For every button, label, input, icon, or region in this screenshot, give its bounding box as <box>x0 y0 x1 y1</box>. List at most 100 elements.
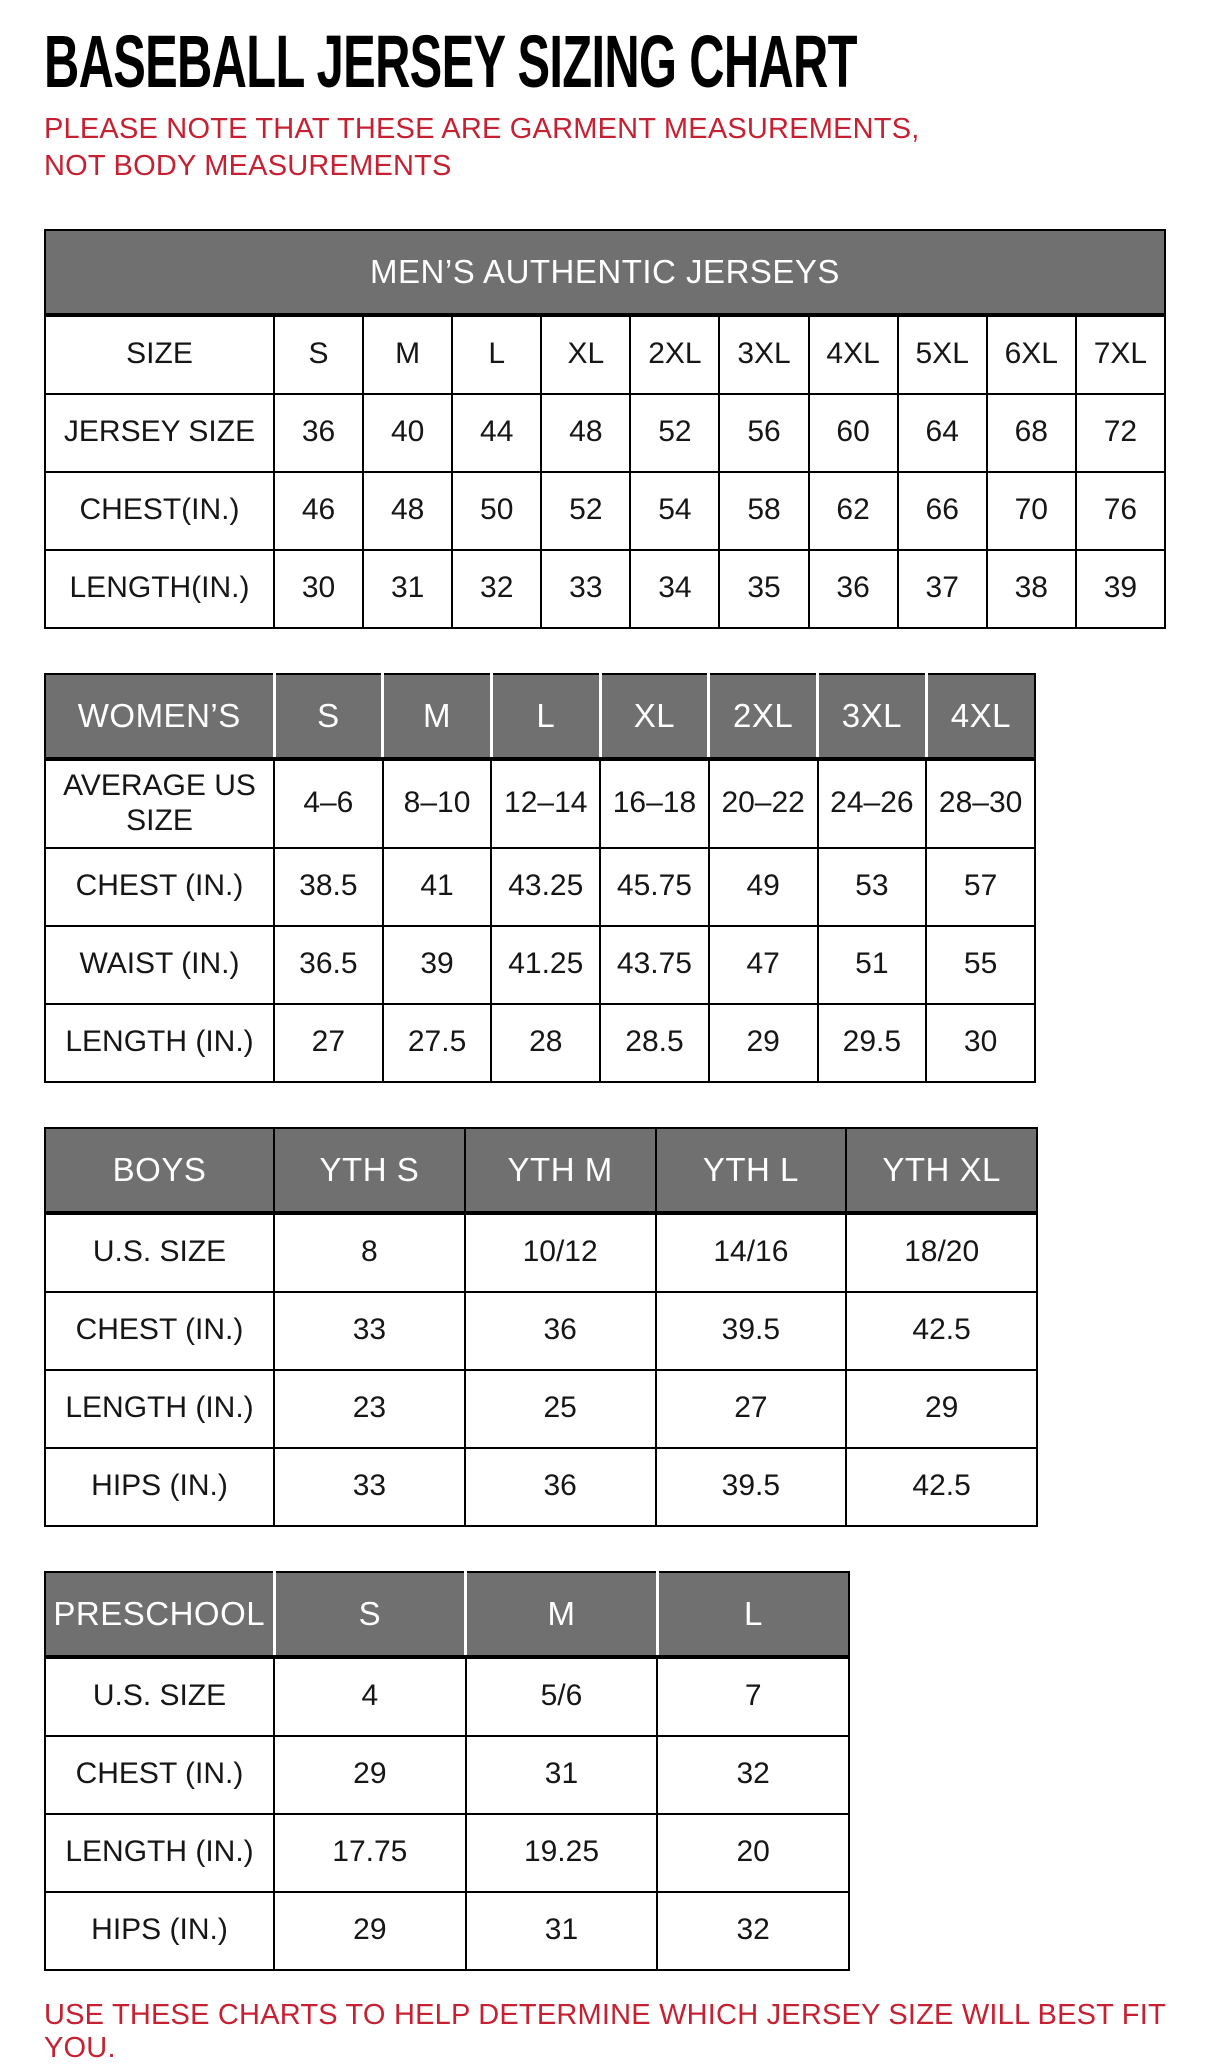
mens-cell: 62 <box>807 470 899 551</box>
preschool-cell: 5/6 <box>464 1655 659 1737</box>
boys-header-size: YTH M <box>463 1127 656 1215</box>
boys-table-row: HIPS (IN.) 33 36 39.5 42.5 <box>44 1446 1038 1527</box>
mens-table-row: JERSEY SIZE 36 40 44 48 52 56 60 64 68 72 <box>44 392 1167 473</box>
preschool-table-row: HIPS (IN.) 29 31 32 <box>44 1890 850 1971</box>
womens-header-size: S <box>272 673 383 761</box>
womens-cell: 53 <box>816 846 928 927</box>
mens-cell: 36 <box>807 548 899 629</box>
boys-table-row: CHEST (IN.) 33 36 39.5 42.5 <box>44 1290 1038 1371</box>
preschool-cell: 31 <box>464 1890 659 1971</box>
womens-size-table: WOMEN’S S M L XL 2XL 3XL 4XL AVERAGE US SIZE 4–6 8… <box>44 672 1036 1083</box>
womens-cell: 4–6 <box>273 757 384 849</box>
womens-cell: 47 <box>707 924 819 1005</box>
mens-cell: 58 <box>718 470 810 551</box>
boys-cell: 42.5 <box>845 1446 1038 1527</box>
mens-cell: M <box>362 313 454 395</box>
mens-cell: 4XL <box>807 313 899 395</box>
mens-cell: 66 <box>896 470 988 551</box>
mens-size-table: MEN’S AUTHENTIC JERSEYS SIZE S M L XL 2XL 3XL 4X… <box>44 228 1167 629</box>
preschool-cell: 32 <box>656 1890 850 1971</box>
boys-cell: 33 <box>273 1446 466 1527</box>
womens-header-size: 4XL <box>924 673 1035 761</box>
preschool-cell: 20 <box>656 1812 850 1893</box>
mens-row-label: LENGTH(IN.) <box>44 548 275 629</box>
preschool-cell: 32 <box>656 1734 850 1815</box>
mens-cell: 64 <box>896 392 988 473</box>
mens-table-row: LENGTH(IN.) 30 31 32 33 34 35 36 37 38 39 <box>44 548 1167 629</box>
womens-cell: 39 <box>381 924 493 1005</box>
womens-cell: 12–14 <box>490 757 602 849</box>
mens-cell: 34 <box>629 548 721 629</box>
womens-cell: 51 <box>816 924 928 1005</box>
mens-header-row: MEN’S AUTHENTIC JERSEYS <box>45 229 1165 317</box>
preschool-cell: 31 <box>464 1734 659 1815</box>
footer-note: USE THESE CHARTS TO HELP DETERMINE WHICH… <box>44 1998 1166 2064</box>
mens-cell: 5XL <box>896 313 988 395</box>
womens-cell: 43.75 <box>599 924 710 1005</box>
boys-row-label: HIPS (IN.) <box>44 1446 275 1527</box>
boys-cell: 23 <box>273 1368 466 1449</box>
womens-cell: 49 <box>707 846 819 927</box>
boys-header-label: BOYS <box>45 1127 274 1215</box>
womens-cell: 43.25 <box>490 846 602 927</box>
boys-cell: 10/12 <box>463 1211 657 1293</box>
womens-row-label: AVERAGE US SIZE <box>44 757 275 849</box>
mens-cell: 33 <box>540 548 632 629</box>
mens-cell: 2XL <box>629 313 721 395</box>
boys-size-table: BOYS YTH S YTH M YTH L YTH XL U.S. SIZE 8 10/12… <box>44 1126 1038 1527</box>
mens-cell: XL <box>540 313 632 395</box>
womens-cell: 28.5 <box>599 1002 710 1083</box>
preschool-size-table: PRESCHOOL S M L U.S. SIZE 4 5/6 7 CHEST (IN.) 29 3… <box>44 1570 850 1971</box>
womens-header-size: M <box>381 673 492 761</box>
womens-header-size: 2XL <box>707 673 818 761</box>
boys-cell: 39.5 <box>654 1446 848 1527</box>
mens-cell: 38 <box>985 548 1077 629</box>
womens-table-row: LENGTH (IN.) 27 27.5 28 28.5 29 29.5 30 <box>44 1002 1036 1083</box>
mens-row-label: SIZE <box>44 313 275 395</box>
mens-cell: 52 <box>629 392 721 473</box>
preschool-cell: 4 <box>273 1655 467 1737</box>
preschool-header-row: PRESCHOOL S M L <box>45 1571 849 1659</box>
womens-row-label: CHEST (IN.) <box>44 846 275 927</box>
womens-table-row: AVERAGE US SIZE 4–6 8–10 12–14 16–18 20–22 24–… <box>44 757 1036 849</box>
mens-cell: 32 <box>451 548 543 629</box>
mens-row-label: CHEST(IN.) <box>44 470 275 551</box>
womens-cell: 16–18 <box>599 757 710 849</box>
womens-row-label: LENGTH (IN.) <box>44 1002 275 1083</box>
womens-table-row: CHEST (IN.) 38.5 41 43.25 45.75 49 53 57 <box>44 846 1036 927</box>
mens-cell: 31 <box>362 548 454 629</box>
boys-cell: 42.5 <box>845 1290 1038 1371</box>
mens-cell: L <box>451 313 543 395</box>
page-title-text: BASEBALL JERSEY SIZING CHART <box>44 20 857 103</box>
mens-cell: 35 <box>718 548 810 629</box>
preschool-header-size: L <box>655 1571 849 1659</box>
preschool-cell: 19.25 <box>464 1812 659 1893</box>
womens-cell: 41.25 <box>490 924 602 1005</box>
boys-header-row: BOYS YTH S YTH M YTH L YTH XL <box>45 1127 1037 1215</box>
mens-cell: 52 <box>540 470 632 551</box>
boys-cell: 33 <box>273 1290 466 1371</box>
mens-cell: 48 <box>540 392 632 473</box>
mens-cell: 56 <box>718 392 810 473</box>
mens-cell: 54 <box>629 470 721 551</box>
womens-cell: 20–22 <box>707 757 819 849</box>
womens-table-row: WAIST (IN.) 36.5 39 41.25 43.75 47 51 55 <box>44 924 1036 1005</box>
size-tables: MEN’S AUTHENTIC JERSEYS SIZE S M L XL 2XL 3XL 4X… <box>44 228 1220 1971</box>
preschool-cell: 7 <box>656 1655 850 1737</box>
mens-row-label: JERSEY SIZE <box>44 392 275 473</box>
womens-row-label: WAIST (IN.) <box>44 924 275 1005</box>
womens-cell: 28 <box>490 1002 602 1083</box>
boys-cell: 36 <box>463 1446 657 1527</box>
preschool-cell: 17.75 <box>273 1812 467 1893</box>
preschool-header-size: M <box>464 1571 658 1659</box>
mens-cell: 50 <box>451 470 543 551</box>
womens-header-size: L <box>489 673 601 761</box>
womens-cell: 55 <box>925 924 1036 1005</box>
boys-header-size: YTH XL <box>845 1127 1037 1215</box>
womens-header-label: WOMEN’S <box>45 673 274 761</box>
boys-cell: 18/20 <box>845 1211 1038 1293</box>
garment-measurement-note: PLEASE NOTE THAT THESE ARE GARMENT MEASU… <box>44 113 920 182</box>
womens-cell: 36.5 <box>273 924 384 1005</box>
mens-cell: 39 <box>1074 548 1167 629</box>
